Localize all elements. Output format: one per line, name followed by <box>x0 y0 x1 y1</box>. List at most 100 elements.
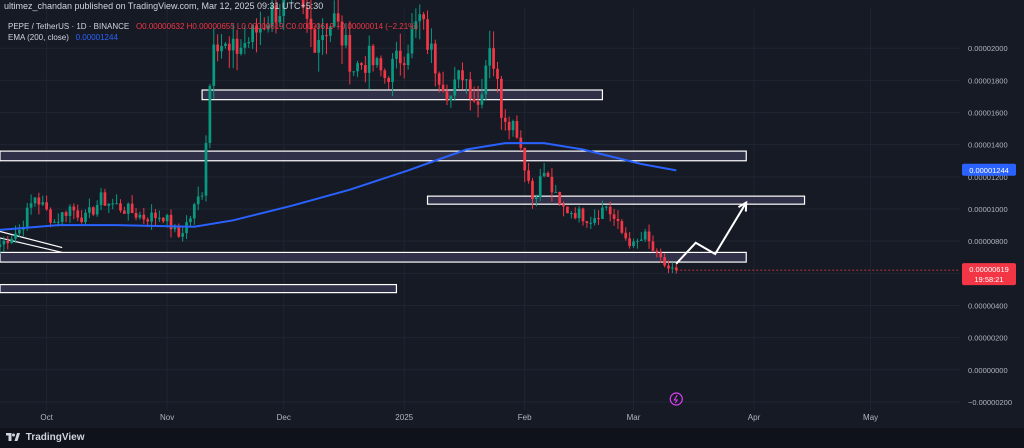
candle-body <box>445 91 449 101</box>
candle-body <box>56 221 60 223</box>
candle-body <box>146 219 150 222</box>
x-tick-label: Nov <box>160 413 174 422</box>
candle-body <box>348 34 352 72</box>
y-tick-label: 0.00000000 <box>968 366 1008 375</box>
projection-layer <box>669 200 748 406</box>
candle-body <box>601 207 604 219</box>
candle-body <box>142 214 146 220</box>
zone-rect <box>426 195 806 205</box>
candle-body <box>581 208 585 222</box>
candle-body <box>534 197 538 200</box>
projection-arrowhead <box>737 200 748 212</box>
candle-body <box>589 222 593 224</box>
candle-body <box>395 50 398 59</box>
candle-body <box>674 267 678 271</box>
candle-body <box>597 218 600 220</box>
y-tick-label: 0.00001200 <box>968 173 1008 182</box>
candle-body <box>639 239 643 241</box>
candle-body <box>107 203 111 206</box>
candle-body <box>531 180 534 200</box>
candle-body <box>64 212 68 216</box>
y-tick-label: 0.00000200 <box>968 334 1008 343</box>
candle-body <box>2 240 6 245</box>
candle-body <box>414 21 418 30</box>
candle-body <box>18 229 21 234</box>
x-tick-label: Feb <box>518 413 532 422</box>
candle-body <box>542 172 546 177</box>
candle-body <box>488 48 492 66</box>
candle-body <box>527 170 530 181</box>
candle-body <box>651 241 655 251</box>
candle-body <box>433 43 437 74</box>
candle-body <box>325 35 328 37</box>
candle-body <box>360 63 363 66</box>
candle-body <box>406 53 410 66</box>
tradingview-logo[interactable]: TradingView <box>6 432 85 443</box>
candle-body <box>562 204 565 207</box>
candle-body <box>53 221 56 223</box>
candle-body <box>224 43 227 46</box>
candle-body <box>99 192 103 206</box>
x-tick-label: May <box>863 413 878 422</box>
y-tick-label: 0.00000400 <box>968 301 1008 310</box>
candle-body <box>457 70 460 80</box>
candle-body <box>88 207 91 213</box>
ema-price-tag-bg <box>962 163 1016 176</box>
last-price-tag-bg <box>962 263 1016 286</box>
candle-body <box>441 84 445 92</box>
candle-body <box>177 226 181 237</box>
candle-body <box>185 222 188 234</box>
candle-body <box>239 47 243 54</box>
candle-body <box>189 218 192 223</box>
candle-body <box>472 98 476 102</box>
candle-body <box>336 13 340 22</box>
lightning-icon <box>673 394 679 404</box>
candle-body <box>130 203 134 213</box>
candle-body <box>259 28 262 33</box>
candle-body <box>585 221 589 223</box>
y-tick-label: 0.00001800 <box>968 76 1008 85</box>
candle-body <box>554 191 558 193</box>
x-axis: Oct Nov Dec 2025 Feb Mar Apr May <box>40 413 878 422</box>
candle-body <box>33 197 37 204</box>
candle-body <box>624 232 628 239</box>
candle-body <box>550 176 554 193</box>
candle-body <box>266 25 270 30</box>
candle-body <box>60 212 64 222</box>
candle-body <box>449 95 453 101</box>
candle-body <box>340 21 344 46</box>
candle-body <box>72 206 76 211</box>
legend-ema-label[interactable]: EMA (200, close) <box>8 33 69 42</box>
candle-body <box>476 101 480 105</box>
candle-body <box>123 210 126 214</box>
candle-body <box>235 38 239 54</box>
candle-body <box>68 206 72 216</box>
candle-body <box>511 121 515 131</box>
candle-body <box>620 221 624 233</box>
candle-body <box>309 18 313 30</box>
x-tick-label: Mar <box>627 413 641 422</box>
candle-body <box>573 213 577 219</box>
candle-body <box>363 65 367 73</box>
candle-body <box>204 142 208 196</box>
zone-rect <box>0 283 398 294</box>
x-tick-label: 2025 <box>395 413 413 422</box>
candle-body <box>76 210 80 218</box>
candle-body <box>173 226 177 230</box>
x-tick-label: Dec <box>277 413 291 422</box>
candle-body <box>616 218 620 222</box>
candle-body <box>515 121 519 138</box>
candle-body <box>558 191 562 205</box>
publisher-line: ultimez_chandan published on TradingView… <box>4 1 324 11</box>
candle-body <box>484 65 488 95</box>
ema-price-tag: 0.00001244 <box>969 166 1009 175</box>
candle-body <box>95 205 99 215</box>
candle-body <box>181 233 185 237</box>
candle-body <box>278 16 282 23</box>
candle-body <box>329 26 332 36</box>
candle-body <box>410 29 414 54</box>
candle-body <box>628 238 631 247</box>
legend-symbol[interactable]: PEPE / TetherUS · 1D · BINANCE <box>8 22 130 31</box>
